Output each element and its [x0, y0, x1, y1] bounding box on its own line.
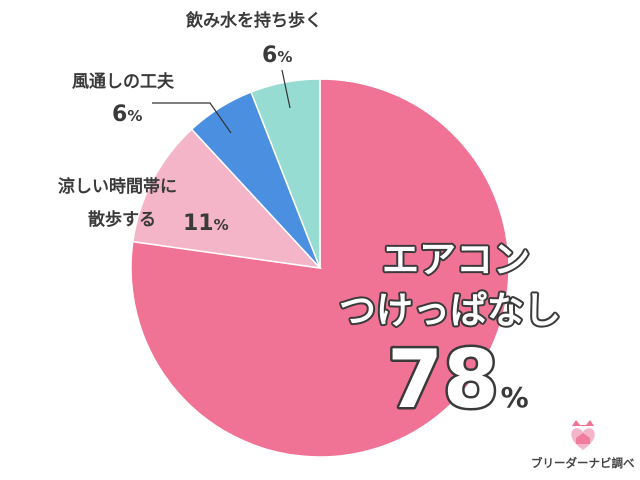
slice-label-walk-line1: 涼しい時間帯に	[58, 176, 177, 197]
slice-label-aircon-line1: エアコン	[382, 238, 530, 281]
slice-label-aircon-line2: つけっぱなし	[339, 289, 561, 332]
slice-label-drinking-water: 飲み水を持ち歩く	[185, 10, 322, 31]
pie-slices	[130, 78, 510, 458]
brand-logo-icon	[571, 420, 595, 450]
slice-value-ventilation: 6%	[112, 102, 142, 127]
slice-value-drinking-water: 6%	[262, 43, 292, 68]
slice-label-walk-line2: 散歩する	[88, 209, 156, 230]
slice-walk	[132, 128, 322, 270]
slice-value-aircon: 78%	[387, 333, 528, 426]
leader-line-drinking-water	[281, 69, 291, 109]
leader-line-ventilation	[152, 102, 232, 134]
slice-label-ventilation: 風通しの工夫	[72, 71, 175, 92]
slice-value-walk: 11%	[183, 211, 229, 236]
brand-credit: ブリーダーナビ調べ	[531, 456, 635, 470]
